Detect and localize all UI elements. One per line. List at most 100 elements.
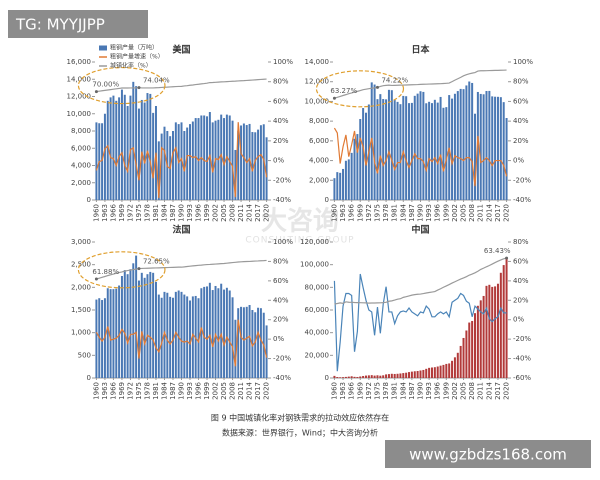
y-tick-label: 0 [87,196,91,204]
bar [214,285,217,378]
y-tick-label: 2,000 [71,179,91,187]
x-tick-label: 1978 [382,204,390,222]
x-tick-label: 2005 [460,382,468,400]
y-tick-label: 2,000 [71,283,91,291]
x-tick-label: 1975 [373,204,381,222]
bar [342,168,345,200]
x-tick-label: 2011 [237,204,245,222]
bar [376,99,379,200]
bar [137,108,140,200]
bar [118,285,121,378]
bar [347,159,350,200]
y2-tick-label: 40% [513,117,529,125]
bar [468,322,471,378]
bar [474,113,477,200]
watermark-logo: 大咨询 [261,206,339,237]
y2-tick-label: -60% [513,374,531,382]
bar [149,271,152,378]
bar [140,99,143,200]
bar [430,103,433,200]
bar [95,122,98,200]
bar [439,365,442,378]
y2-tick-label: 80% [273,78,289,86]
y2-tick-label: -40% [513,196,531,204]
x-tick-label: 2014 [246,381,254,399]
watermark-logo-sub: CONSULTING GROUP [245,236,354,246]
bar [505,257,508,378]
x-tick-label: 1990 [178,204,186,222]
y-tick-label: 60,000 [305,306,330,314]
bar [200,288,203,378]
x-tick-label: 1999 [442,204,450,222]
bar [362,108,365,200]
annotation: 74.04% [143,77,170,85]
y-tick-label: 80,000 [305,283,330,291]
x-tick-label: 2014 [246,203,254,221]
bar [367,375,370,378]
y-tick-label: 8,000 [309,117,329,125]
bar [135,255,138,378]
charts: 美国 0 2,000 4,000 6,000 8,000 10,000 12,000 14,00… [67,44,534,400]
bar [462,337,465,378]
bar [502,265,505,378]
bar [174,122,177,200]
bar [132,81,135,200]
bar [234,149,237,200]
bar [152,272,155,378]
bar [485,90,488,200]
bar [399,373,402,378]
x-tick-label: 1993 [186,382,194,400]
annotation-point [332,96,336,100]
bar [408,103,411,200]
bar [485,285,488,378]
x-tick-label: 1960 [330,382,338,400]
x-tick-label: 1993 [425,204,433,222]
bar [382,99,385,200]
x-tick-label: 2002 [212,204,220,222]
bar [379,375,382,378]
bar [422,369,425,378]
y2-tick-label: -20% [513,176,531,184]
bar [109,97,112,200]
bar [393,373,396,378]
x-tick-label: 2002 [451,382,459,400]
bar [494,286,497,378]
x-tick-label: 1969 [356,382,364,400]
bar [259,308,262,378]
bar [120,276,123,378]
x-tick-label: 1969 [356,204,364,222]
bar [231,297,234,378]
bar [471,82,474,200]
bar [171,297,174,378]
bar [456,91,459,200]
bar [242,307,245,378]
line [333,273,507,372]
bar [479,93,482,200]
chart-title: 美国 [172,44,190,56]
bar [505,118,508,200]
y2-tick-label: 60% [513,257,529,265]
bar [149,93,152,200]
line [334,257,507,305]
watermark-top-left: TG: MYYJJPP [15,16,105,34]
bar [456,352,459,378]
bar [387,89,390,200]
bar [385,99,388,200]
bar [416,371,419,378]
bar [211,122,214,200]
bar [109,289,112,378]
x-tick-label: 1966 [348,381,356,399]
bar [465,330,468,378]
bar [448,363,451,378]
bar [364,112,367,200]
bar [220,283,223,378]
bar [220,114,223,200]
y-tick-label: 10,000 [67,110,92,118]
x-tick-label: 1966 [348,203,356,221]
bar [129,95,132,200]
y2-tick-label: 100% [273,238,293,246]
bar [174,291,177,378]
bar [428,367,431,378]
bar [223,118,226,200]
y2-tick-label: 20% [513,137,529,145]
